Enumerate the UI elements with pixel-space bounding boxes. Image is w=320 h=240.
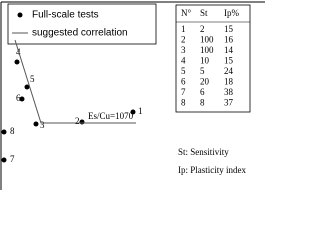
table-cell: 18 xyxy=(224,77,234,87)
legend-marker xyxy=(17,12,23,18)
table-cell: 2 xyxy=(181,35,186,45)
point xyxy=(1,157,7,163)
table-cell: 37 xyxy=(224,98,234,108)
table-cell: 100 xyxy=(200,35,214,45)
note: St: Sensitivity xyxy=(178,147,229,157)
table-cell: 14 xyxy=(224,45,234,55)
table-cell: 5 xyxy=(181,66,186,76)
table-header: Ip% xyxy=(224,8,239,18)
point xyxy=(1,129,7,135)
table-cell: 4 xyxy=(181,56,186,66)
point-label: 5 xyxy=(30,74,35,84)
point xyxy=(19,96,25,102)
point-label: 2 xyxy=(75,116,80,126)
point xyxy=(24,84,30,90)
table-cell: 5 xyxy=(200,66,205,76)
table-cell: 10 xyxy=(200,56,210,66)
table-cell: 15 xyxy=(224,24,234,34)
point-label: 6 xyxy=(16,93,21,103)
table-cell: 1 xyxy=(181,24,186,34)
table-cell: 3 xyxy=(181,45,186,55)
table-cell: 15 xyxy=(224,56,234,66)
legend-box xyxy=(7,3,157,45)
point xyxy=(14,59,20,65)
note: Ip: Plasticity index xyxy=(178,165,246,175)
point xyxy=(33,121,39,127)
point-label: 3 xyxy=(40,120,45,130)
table-cell: 20 xyxy=(200,77,210,87)
table-cell: 6 xyxy=(200,87,205,97)
legend-label: Full-scale tests xyxy=(32,10,99,21)
point xyxy=(79,119,85,125)
legend-label: suggested correlation xyxy=(32,28,128,39)
table-cell: 7 xyxy=(181,87,186,97)
table-box xyxy=(175,4,251,113)
annotation: Es/Cu=1070 xyxy=(88,111,134,121)
point-label: 1 xyxy=(138,106,143,116)
point-label: 7 xyxy=(10,154,15,164)
table-cell: 38 xyxy=(224,87,234,97)
table-cell: 100 xyxy=(200,45,214,55)
table-header: St xyxy=(200,8,208,18)
table-cell: 8 xyxy=(181,98,186,108)
table-cell: 24 xyxy=(224,66,234,76)
table-cell: 16 xyxy=(224,35,234,45)
table-cell: 8 xyxy=(200,98,205,108)
table-cell: 2 xyxy=(200,24,205,34)
table-header: N° xyxy=(181,8,191,18)
point xyxy=(130,109,136,115)
point-label: 8 xyxy=(10,126,15,136)
correlation-line xyxy=(14,39,136,124)
chart: Es/Cu=1070 St: Sensitivity Ip: Plasticit… xyxy=(0,1,265,190)
table-cell: 6 xyxy=(181,77,186,87)
